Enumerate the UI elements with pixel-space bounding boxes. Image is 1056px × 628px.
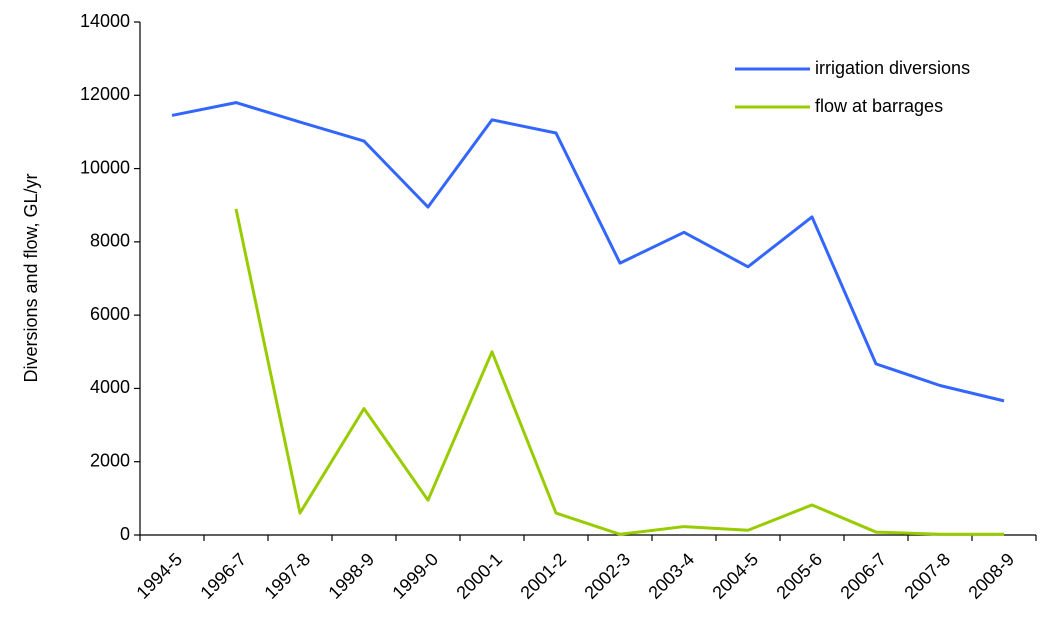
y-tick-label: 10000 (80, 157, 130, 177)
y-tick-label: 2000 (90, 450, 130, 470)
x-tick-label: 2003-4 (644, 549, 698, 603)
y-tick-label: 8000 (90, 231, 130, 251)
x-tick-label: 2008-9 (964, 549, 1018, 603)
y-tick-label: 0 (120, 524, 130, 544)
x-tick-label: 2006-7 (836, 549, 890, 603)
x-tick-label: 2005-6 (772, 549, 826, 603)
y-tick-label: 12000 (80, 84, 130, 104)
x-tick-label: 1997-8 (260, 549, 314, 603)
y-tick-label: 6000 (90, 304, 130, 324)
x-tick-label: 2007-8 (900, 549, 954, 603)
y-axis-label: Diversions and flow, GL/yr (21, 173, 41, 382)
x-tick-label: 2000-1 (452, 549, 506, 603)
series-line (234, 208, 1004, 536)
series-line (171, 101, 1005, 403)
x-tick-label: 1998-9 (324, 549, 378, 603)
x-tick-label: 2002-3 (580, 549, 634, 603)
x-tick-label: 1996-7 (196, 549, 250, 603)
x-tick-label: 1999-0 (388, 549, 442, 603)
x-tick-label: 2004-5 (708, 549, 762, 603)
x-tick-label: 1994-5 (132, 549, 186, 603)
legend-label: flow at barrages (815, 96, 943, 116)
x-tick-label: 2001-2 (516, 549, 570, 603)
legend-label: irrigation diversions (815, 58, 970, 78)
y-tick-label: 4000 (90, 377, 130, 397)
y-tick-label: 14000 (80, 11, 130, 31)
